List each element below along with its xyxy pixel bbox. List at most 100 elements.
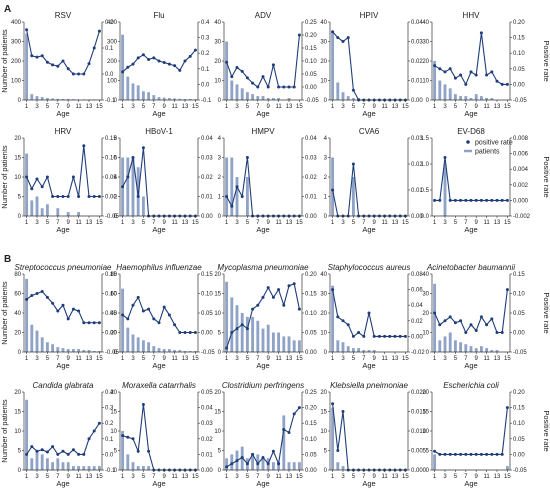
- positive-rate-point: [403, 334, 407, 338]
- x-tick-label: 15: [504, 220, 511, 226]
- left-tick-label: 40: [14, 311, 21, 317]
- left-tick-label: 0: [114, 350, 118, 356]
- patients-bar: [141, 466, 145, 470]
- left-tick-label: 400: [11, 20, 22, 26]
- positive-rate-point: [443, 452, 447, 456]
- x-tick-label: 11: [171, 474, 178, 480]
- x-tick-label: 13: [392, 220, 399, 226]
- positive-rate-point: [297, 307, 301, 311]
- right-tick-label: 0.05: [305, 331, 317, 337]
- panel-2: ADV 0 10 20 30 40 -0.05 0.00 0.05 0.10 0.15 0.20 0.2…: [214, 11, 319, 118]
- left-tick-label: 1.5: [421, 136, 430, 142]
- left-tick-label: 1: [218, 195, 222, 201]
- right-tick-label: -0.1: [105, 98, 116, 104]
- left-tick-label: 5: [426, 449, 430, 455]
- positive-rate-line: [226, 34, 300, 89]
- positive-rate-point: [505, 288, 509, 292]
- right-tick-label: 0.15: [513, 272, 525, 278]
- positive-rate-point: [261, 456, 265, 460]
- positive-rate-point: [178, 68, 182, 72]
- patients-bar: [474, 94, 478, 100]
- x-tick-label: 1: [331, 356, 335, 362]
- positive-rate-point: [66, 67, 70, 71]
- x-tick-label: 3: [235, 356, 239, 362]
- patients-bar: [25, 153, 29, 216]
- positive-rate-point: [82, 144, 86, 148]
- x-axis-title: Age: [464, 109, 477, 118]
- positive-rate-point: [40, 290, 44, 294]
- panel-title: Haemophilus influenzae: [116, 263, 202, 272]
- patients-bar: [277, 332, 281, 352]
- right-tick-label: 0.05: [305, 72, 317, 78]
- x-tick-label: 1: [121, 220, 125, 226]
- x-tick-label: 1: [433, 220, 437, 226]
- x-tick-label: 3: [131, 104, 135, 110]
- left-tick-label: 0: [218, 350, 222, 356]
- patients-bar: [40, 454, 44, 470]
- patients-bar: [433, 454, 437, 470]
- left-tick-label: 0: [324, 98, 328, 104]
- x-tick-label: 9: [267, 220, 271, 226]
- patients-bar: [147, 342, 151, 352]
- patients-bar: [61, 348, 65, 352]
- right-tick-label: 0.00: [201, 331, 213, 337]
- left-tick-label: 15: [214, 292, 221, 298]
- x-axis-title: Age: [256, 361, 269, 370]
- patients-bar: [87, 350, 91, 352]
- positive-rate-point: [500, 452, 504, 456]
- patients-bar: [271, 462, 275, 470]
- positive-rate-point: [173, 323, 177, 327]
- positive-rate-point: [66, 317, 70, 321]
- patients-bar: [225, 281, 229, 352]
- panel-title: Flu: [153, 11, 164, 20]
- positive-rate-point: [351, 162, 355, 166]
- x-tick-label: 5: [246, 104, 250, 110]
- y-right-axis-title: Positive rate: [542, 292, 550, 333]
- left-tick-label: 10: [320, 79, 327, 85]
- positive-rate-point: [505, 406, 509, 410]
- positive-rate-point: [459, 452, 463, 456]
- positive-rate-point: [448, 67, 452, 71]
- positive-rate-point: [277, 462, 281, 466]
- panel-18: Klebsiella pneimoniae051015200.0000.0050…: [320, 381, 426, 488]
- x-tick-label: 15: [96, 356, 103, 362]
- positive-rate-line: [26, 29, 100, 75]
- panel-title: Staphylococcus aureus: [328, 263, 411, 272]
- left-tick-label: 20: [320, 390, 327, 396]
- positive-rate-point: [453, 452, 457, 456]
- positive-rate-point: [256, 303, 260, 307]
- patients-bar: [71, 466, 75, 470]
- positive-rate-point: [45, 175, 49, 179]
- x-tick-label: 9: [373, 220, 377, 226]
- left-tick-label: 20: [422, 311, 429, 317]
- x-tick-label: 3: [341, 474, 345, 480]
- x-tick-label: 5: [46, 104, 50, 110]
- positive-rate-point: [500, 198, 504, 202]
- x-tick-label: 5: [46, 474, 50, 480]
- right-tick-label: 0.05: [201, 390, 213, 396]
- x-tick-label: 7: [152, 104, 156, 110]
- left-tick-label: 20: [14, 331, 21, 337]
- positive-rate-point: [82, 321, 86, 325]
- patients-bar: [25, 33, 29, 101]
- patients-bar: [266, 324, 270, 352]
- positive-rate-point: [230, 75, 234, 79]
- patients-bar: [162, 97, 166, 100]
- x-tick-label: 9: [163, 356, 167, 362]
- right-tick-label: 0.03: [201, 421, 213, 427]
- positive-rate-point: [277, 288, 281, 292]
- positive-rate-point: [443, 319, 447, 323]
- x-axis-title: Age: [56, 479, 69, 488]
- left-tick-label: 30: [422, 40, 429, 46]
- positive-rate-point: [346, 36, 350, 40]
- y-left-axis-title: Number of patients: [0, 29, 9, 93]
- positive-rate-point: [453, 321, 457, 325]
- patients-bar: [56, 458, 60, 470]
- right-tick-label: 0.04: [305, 136, 317, 142]
- patients-bar: [66, 349, 70, 352]
- x-tick-label: 3: [443, 356, 447, 362]
- right-tick-label: 0.15: [513, 36, 525, 42]
- positive-rate-point: [40, 54, 44, 58]
- x-tick-label: 5: [454, 104, 458, 110]
